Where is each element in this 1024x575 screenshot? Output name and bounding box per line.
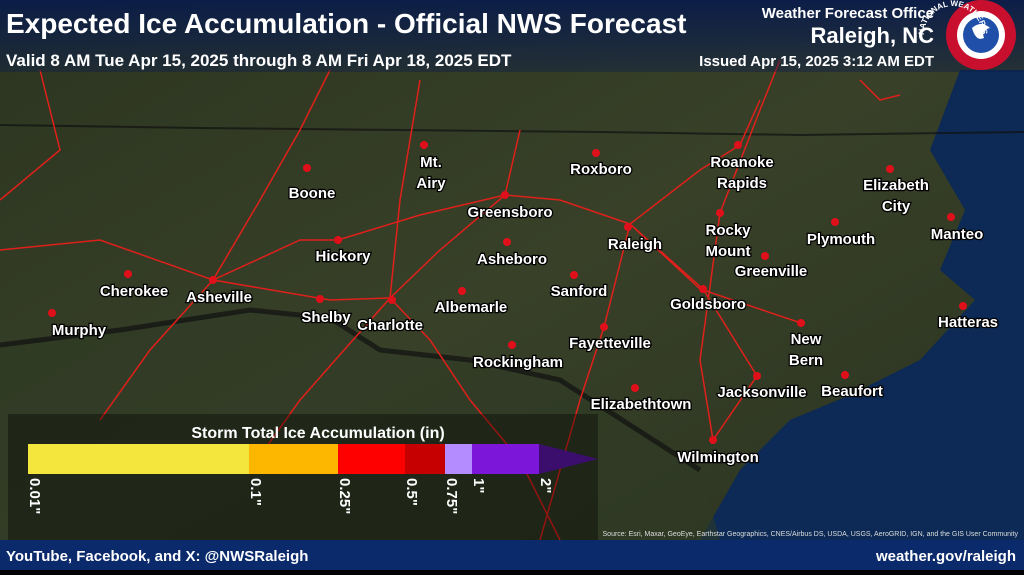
south-carolina <box>0 310 720 540</box>
city-label: Rocky <box>705 222 751 239</box>
issued: Issued Apr 15, 2025 3:12 AM EDT <box>699 53 934 70</box>
legend-tick-label: 2" <box>537 478 554 493</box>
city-label: Elizabeth <box>863 177 929 194</box>
city-label: Cherokee <box>100 283 168 300</box>
city-dot <box>316 295 324 303</box>
city-dot <box>570 271 578 279</box>
city-label: Hickory <box>315 248 371 265</box>
city-dot <box>503 238 511 246</box>
footer-website[interactable]: weather.gov/raleigh <box>875 548 1016 565</box>
office: Weather Forecast Office <box>762 5 934 22</box>
city-label: Asheville <box>186 289 252 306</box>
office-city: Raleigh, NC <box>811 23 935 48</box>
city-dot <box>631 384 639 392</box>
city-dot <box>761 252 769 260</box>
city-dot <box>753 372 761 380</box>
city-dot <box>600 323 608 331</box>
city-dot <box>334 236 342 244</box>
city-label: Asheboro <box>477 251 547 268</box>
legend-swatch <box>445 444 472 474</box>
city-dot <box>209 276 217 284</box>
city-label: City <box>882 198 911 215</box>
city-label: Wilmington <box>677 449 759 466</box>
city-label: Fayetteville <box>569 335 651 352</box>
legend-arrow <box>539 444 598 474</box>
city-label: Raleigh <box>608 236 662 253</box>
city-dot <box>592 149 600 157</box>
city-label: Bern <box>789 352 823 369</box>
city-dot <box>303 164 311 172</box>
legend-swatch <box>249 444 338 474</box>
city-label: Rockingham <box>473 354 563 371</box>
city-dot <box>734 141 742 149</box>
legend-tick-label: 0.25" <box>336 478 353 514</box>
city-dot <box>841 371 849 379</box>
legend-scale: 0.01" 0.1" 0.25" 0.5" 0.75" 1" 2" <box>26 444 598 514</box>
city-label: Rapids <box>717 175 767 192</box>
state-border <box>0 124 1024 137</box>
city-label: Manteo <box>931 226 984 243</box>
city-dot <box>959 302 967 310</box>
city-dot <box>709 436 717 444</box>
title: Expected Ice Accumulation - Official NWS… <box>6 8 686 39</box>
city-dot <box>420 141 428 149</box>
city-label: Roxboro <box>570 161 632 178</box>
legend-swatch <box>405 444 445 474</box>
city-label: Greenville <box>735 263 808 280</box>
footer-social[interactable]: YouTube, Facebook, and X: @NWSRaleigh <box>6 548 308 565</box>
city-label: Beaufort <box>821 383 883 400</box>
city-dot <box>699 285 707 293</box>
city-label: Charlotte <box>357 317 423 334</box>
city-label: Boone <box>289 185 336 202</box>
city-dot <box>48 309 56 317</box>
city-dot <box>716 209 724 217</box>
state-border <box>0 307 702 473</box>
city-label: Greensboro <box>467 204 552 221</box>
legend-tick-label: 0.01" <box>26 478 43 514</box>
city-label: Shelby <box>301 309 351 326</box>
city-label: Plymouth <box>807 231 875 248</box>
city-label: Elizabethtown <box>591 396 692 413</box>
legend-tick-label: 0.5" <box>403 478 420 506</box>
city-dot <box>797 319 805 327</box>
ocean <box>700 70 1024 540</box>
city-dot <box>831 218 839 226</box>
city-label: Roanoke <box>710 154 773 171</box>
city-dot <box>508 341 516 349</box>
cities: Mt. Airy Boone Roxboro Roanoke Rapids Elizabet… <box>48 141 999 467</box>
city-label: Hatteras <box>938 314 998 331</box>
legend-swatch <box>338 444 405 474</box>
city-label: Albemarle <box>435 299 508 316</box>
roads <box>0 59 901 541</box>
city-label: Goldsboro <box>670 296 746 313</box>
footer-band <box>0 540 1024 570</box>
legend-swatch <box>472 444 539 474</box>
city-dot <box>388 296 396 304</box>
legend-title: Storm Total Ice Accumulation (in) <box>191 425 444 442</box>
legend-swatch <box>28 444 249 474</box>
city-dot <box>458 287 466 295</box>
valid-period: Valid 8 AM Tue Apr 15, 2025 through 8 AM… <box>6 51 512 70</box>
legend-tick-label: 0.75" <box>443 478 460 514</box>
city-label: Jacksonville <box>717 384 806 401</box>
legend-tick-label: 0.1" <box>247 478 264 506</box>
city-label: Mount <box>706 243 751 260</box>
legend-box <box>8 414 598 540</box>
city-label: New <box>791 331 822 348</box>
city-dot <box>947 213 955 221</box>
city-label: Mt. <box>420 154 442 171</box>
city-label: Airy <box>416 175 446 192</box>
city-label: Murphy <box>52 322 107 339</box>
header-band <box>0 0 1024 72</box>
city-dot <box>501 191 509 199</box>
city-dot <box>624 223 632 231</box>
source-credit: Source: Esri, Maxar, GeoEye, Earthstar G… <box>603 531 1019 538</box>
legend-tick-label: 1" <box>470 478 487 493</box>
city-dot <box>124 270 132 278</box>
city-dot <box>886 165 894 173</box>
city-label: Sanford <box>551 283 608 300</box>
